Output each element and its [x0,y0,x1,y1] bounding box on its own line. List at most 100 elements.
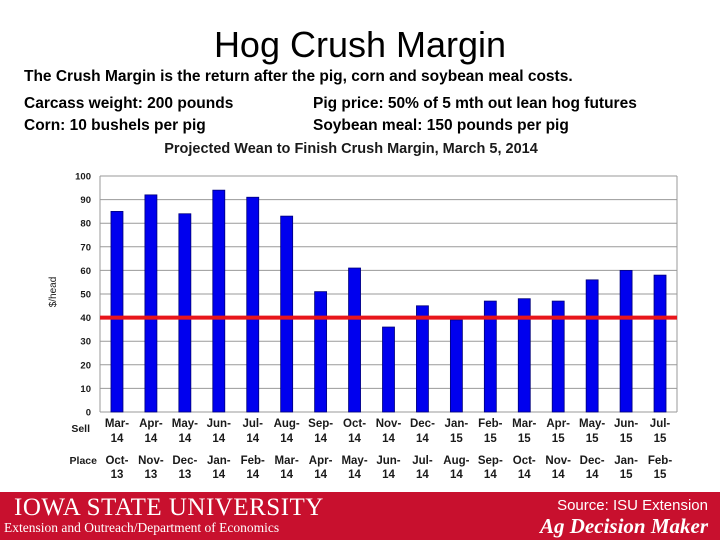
bar [280,215,294,413]
x-tick-label: Sep- [308,418,333,430]
bars [110,189,667,413]
place-row-label: Place [70,455,98,467]
x-tick-label: 14 [212,469,225,481]
x-tick-label: 14 [348,433,361,445]
x-tick-label: Jul- [650,418,671,430]
y-tick-label: 50 [80,290,91,301]
x-tick-label: Jan- [445,418,469,430]
slide-title: Hog Crush Margin [213,24,507,65]
x-tick-label: Mar- [105,418,129,430]
y-tick-label: 60 [80,266,91,277]
pig-price-note: Pig price: 50% of 5 mth out lean hog fut… [313,95,637,112]
bar [416,305,429,413]
bar [517,298,531,413]
x-tick-label: 14 [416,469,429,481]
x-tick-label: Jun- [207,418,231,430]
bar [449,319,463,413]
x-tick-labels: Mar- 14 Apr- 14 May- 14 Jun- 14 Jul- 14 Aug- 14 Sep-… [105,418,673,481]
x-tick-label: Oct- [513,455,536,467]
bar [212,189,226,413]
x-tick-label: Dec- [410,418,435,430]
y-axis-label: $/head [48,277,59,308]
y-tick-label: 10 [80,384,91,395]
x-tick-label: 14 [246,433,259,445]
x-tick-label: Jul- [412,455,433,467]
university-wordmark: IOWA STATE UNIVERSITY [14,494,324,521]
x-tick-label: 15 [654,469,667,481]
x-tick-label: Dec- [580,455,605,467]
crush-margin-chart: Projected Wean to Finish Crush Margin, M… [48,141,678,481]
x-tick-label: Jun- [376,455,400,467]
x-tick-label: Feb- [648,455,672,467]
bar [585,279,599,413]
bar [178,213,192,413]
x-tick-label: Aug- [274,418,300,430]
carcass-weight-note: Carcass weight: 200 pounds [24,95,234,112]
y-tick-label: 0 [86,408,91,419]
x-tick-label: Oct- [343,418,366,430]
x-tick-label: Mar- [512,418,536,430]
ag-decision-maker-logo: Ag Decision Maker [540,514,708,538]
bar [382,326,395,413]
x-tick-label: 14 [586,469,599,481]
x-tick-label: 14 [450,469,463,481]
bar [483,300,497,413]
x-tick-label: 14 [212,433,225,445]
x-tick-label: 15 [586,433,599,445]
x-tick-label: Nov- [376,418,402,430]
x-tick-label: 13 [145,469,158,481]
x-tick-label: May- [579,418,605,430]
x-tick-label: 15 [552,433,565,445]
department-label: Extension and Outreach/Department of Eco… [4,520,280,535]
x-tick-label: 15 [450,433,463,445]
y-tick-label: 70 [80,242,91,253]
x-tick-label: Aug- [443,455,469,467]
x-tick-label: 14 [348,469,361,481]
x-tick-label: 14 [518,469,531,481]
x-tick-label: May- [341,455,367,467]
soybean-meal-note: Soybean meal: 150 pounds per pig [313,117,569,134]
x-tick-label: 15 [620,433,633,445]
x-tick-label: Jun- [614,418,638,430]
x-tick-label: 15 [518,433,531,445]
x-tick-label: Jan- [614,455,638,467]
x-tick-label: Oct- [105,455,128,467]
x-tick-label: 14 [111,433,124,445]
x-tick-label: 15 [654,433,667,445]
x-tick-label: 14 [314,469,327,481]
y-tick-label: 100 [75,172,91,183]
bar [314,291,328,413]
y-tick-label: 20 [80,360,91,371]
x-tick-label: 14 [314,433,327,445]
x-tick-label: Jan- [207,455,231,467]
bar [551,300,565,413]
x-tick-label: Dec- [172,455,197,467]
x-tick-label: 15 [620,469,633,481]
x-tick-label: Nov- [545,455,571,467]
x-tick-label: Nov- [138,455,164,467]
sell-row-label: Sell [71,423,90,435]
x-tick-label: 14 [246,469,259,481]
bar [348,267,361,413]
y-tick-label: 30 [80,337,91,348]
x-tick-label: 13 [178,469,191,481]
x-tick-label: Apr- [139,418,163,430]
x-tick-label: Apr- [546,418,570,430]
corn-note: Corn: 10 bushels per pig [24,117,206,134]
bar [653,274,667,413]
x-tick-label: 14 [145,433,158,445]
chart-title: Projected Wean to Finish Crush Margin, M… [164,141,538,157]
x-tick-label: 13 [111,469,124,481]
x-tick-label: 14 [280,433,293,445]
x-tick-label: 14 [416,433,429,445]
x-tick-label: Feb- [478,418,502,430]
bar [144,194,158,413]
x-tick-label: 14 [484,469,497,481]
x-tick-label: 14 [382,469,395,481]
x-tick-label: 15 [484,433,497,445]
y-tick-label: 90 [80,195,91,206]
bar [619,269,633,413]
x-tick-label: Feb- [241,455,265,467]
source-label: Source: ISU Extension [557,497,708,514]
y-tick-label: 80 [80,219,91,230]
